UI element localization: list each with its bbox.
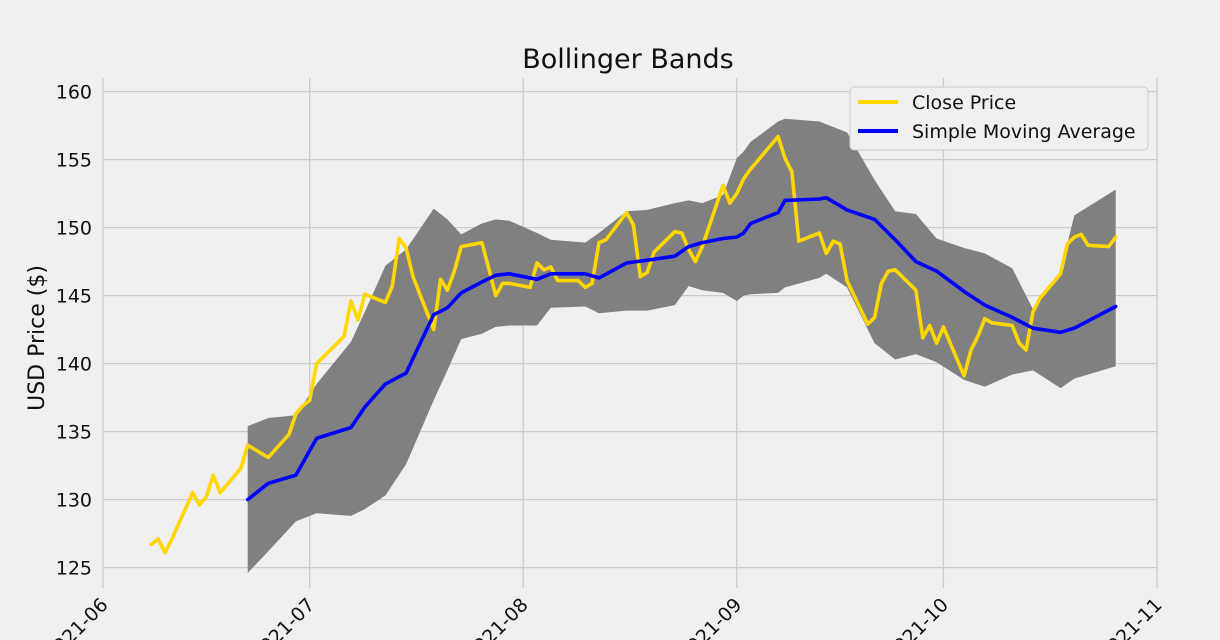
y-tick-label: 155 xyxy=(56,150,92,172)
y-axis-label: USD Price ($) xyxy=(25,265,50,411)
y-tick-label: 130 xyxy=(56,490,92,512)
y-tick-label: 150 xyxy=(56,218,92,240)
close-price-line xyxy=(149,134,1118,555)
legend-label-close-price: Close Price xyxy=(912,92,1016,114)
y-tick-label: 140 xyxy=(56,354,92,376)
legend-box xyxy=(849,86,1149,151)
series-lines xyxy=(149,134,1118,555)
legend: Close Price Simple Moving Average xyxy=(849,86,1149,151)
legend-label-sma: Simple Moving Average xyxy=(912,121,1136,143)
y-tick-label: 135 xyxy=(56,422,92,444)
chart-title: Bollinger Bands xyxy=(522,44,733,75)
y-tick-label: 160 xyxy=(56,82,92,104)
band-area xyxy=(247,118,1116,574)
y-tick-label: 125 xyxy=(56,558,92,580)
sma-line xyxy=(245,195,1118,502)
y-tick-label: 145 xyxy=(56,286,92,308)
bollinger-band xyxy=(247,118,1116,574)
